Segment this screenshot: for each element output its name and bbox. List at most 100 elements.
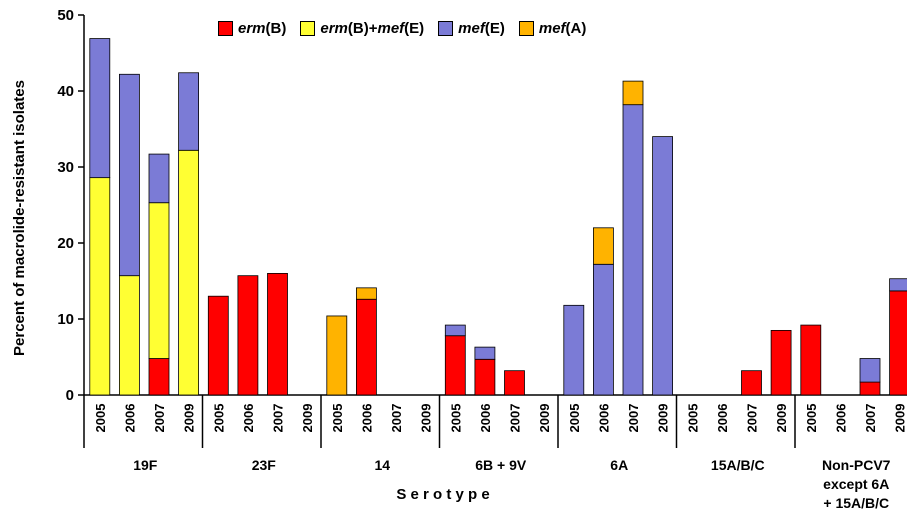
x-year-label: 2009 [537,404,552,433]
y-tick-label: 40 [57,83,74,100]
x-year-label: 2009 [893,404,907,433]
x-year-label: 2005 [211,404,226,433]
bar-segment [237,275,259,396]
x-group-label-line: + 15A/B/C [823,495,889,511]
x-group-label-line: Non-PCV7 [822,457,891,473]
bar-segment [622,104,644,396]
chart-legend: erm(B) erm(B)+mef(E) mef(E) mef(A) [218,20,586,37]
legend-item: erm(B) [218,20,286,37]
x-year-label: 2007 [271,404,286,433]
x-group-label: 23F [252,457,277,473]
legend-label-part: (B)+ [347,20,378,37]
y-tick-label: 30 [57,159,74,176]
x-year-label: 2005 [330,404,345,433]
x-group-label: 6A [610,457,628,473]
bar-segment [119,73,140,277]
y-tick-label: 50 [57,7,74,24]
bar-segment [444,324,466,337]
legend-swatch [218,21,233,36]
legend-item: mef(E) [438,20,505,37]
x-axis-title: S e r o t y p e [396,486,489,503]
x-year-label: 2009 [419,404,434,433]
legend-label-part: mef [538,20,566,37]
legend-label-part: mef [377,20,405,37]
bar-segment [267,272,288,396]
x-year-label: 2005 [685,404,700,433]
bar-segment [89,38,111,179]
bar-segment [504,370,525,396]
x-year-label: 2007 [626,404,641,433]
legend-label-part: (B) [265,20,287,37]
bar-segment [800,324,822,396]
x-year-label: 2006 [596,404,611,433]
bar-segment [859,358,881,383]
x-year-label: 2006 [122,404,137,433]
legend-label: erm(B) [238,20,286,37]
x-group-label: 6B + 9V [475,457,527,473]
bar-segment [889,278,907,292]
legend-swatch [438,21,454,36]
bar-segment [326,315,348,396]
legend-label: mef(A) [539,20,587,37]
x-group-label: 14 [374,457,390,473]
legend-item: erm(B)+mef(E) [300,20,424,37]
x-year-label: 2007 [508,404,523,433]
bar-segment [148,153,170,204]
x-group-label-line: except 6A [823,476,889,492]
y-tick-label: 10 [57,311,74,328]
y-tick-label: 0 [66,387,74,404]
bar-segment [593,263,614,396]
x-group-label: 19F [133,457,158,473]
x-year-label: 2006 [715,404,730,433]
bar-segment [652,136,673,396]
legend-swatch [518,21,534,36]
bar-segment [563,304,585,396]
legend-label-part: (A) [565,20,587,37]
legend-label-part: erm [238,20,266,37]
bar-segment [89,177,111,396]
x-year-label: 2006 [478,404,493,433]
bar-segment [178,72,200,151]
bar-segment [207,295,229,396]
x-year-label: 2007 [863,404,878,433]
x-year-label: 2006 [241,404,256,433]
x-year-label: 2007 [745,404,760,433]
bar-segment [474,358,496,396]
bar-segment [622,80,644,106]
bar-segment [741,370,762,396]
legend-label-part: (E) [404,20,425,37]
x-year-label: 2005 [448,404,463,433]
bar-segment [355,287,377,300]
legend-label: erm(B)+mef(E) [320,20,424,37]
x-year-label: 2006 [833,404,848,433]
bar-segment [859,381,881,396]
bar-segment [148,358,170,396]
x-year-label: 2005 [567,404,582,433]
x-year-label: 2009 [656,404,671,433]
legend-label-part: erm [320,20,348,37]
bar-segment [474,346,496,360]
x-year-label: 2005 [93,404,108,433]
bar-segment [119,275,140,396]
bar-segment [770,329,792,396]
legend-item: mef(A) [518,20,587,37]
x-year-label: 2009 [774,404,789,433]
bar-segment [889,290,907,396]
x-year-label: 2009 [300,404,315,433]
legend-label-part: (E) [484,20,505,37]
x-year-label: 2009 [182,404,197,433]
x-year-label: 2006 [359,404,374,433]
legend-label: mef(E) [458,20,505,37]
x-year-label: 2007 [152,404,167,433]
bar-segment [444,335,466,396]
x-year-label: 2007 [389,404,404,433]
x-group-label: 15A/B/C [711,457,765,473]
bar-segment [355,298,377,396]
y-tick-label: 20 [57,235,74,252]
bar-segment [148,202,170,359]
x-year-label: 2005 [804,404,819,433]
legend-label-part: mef [458,20,485,37]
x-group-label: Non-PCV7 except 6A + 15A/B/C [822,457,891,511]
bar-segment [593,227,614,265]
